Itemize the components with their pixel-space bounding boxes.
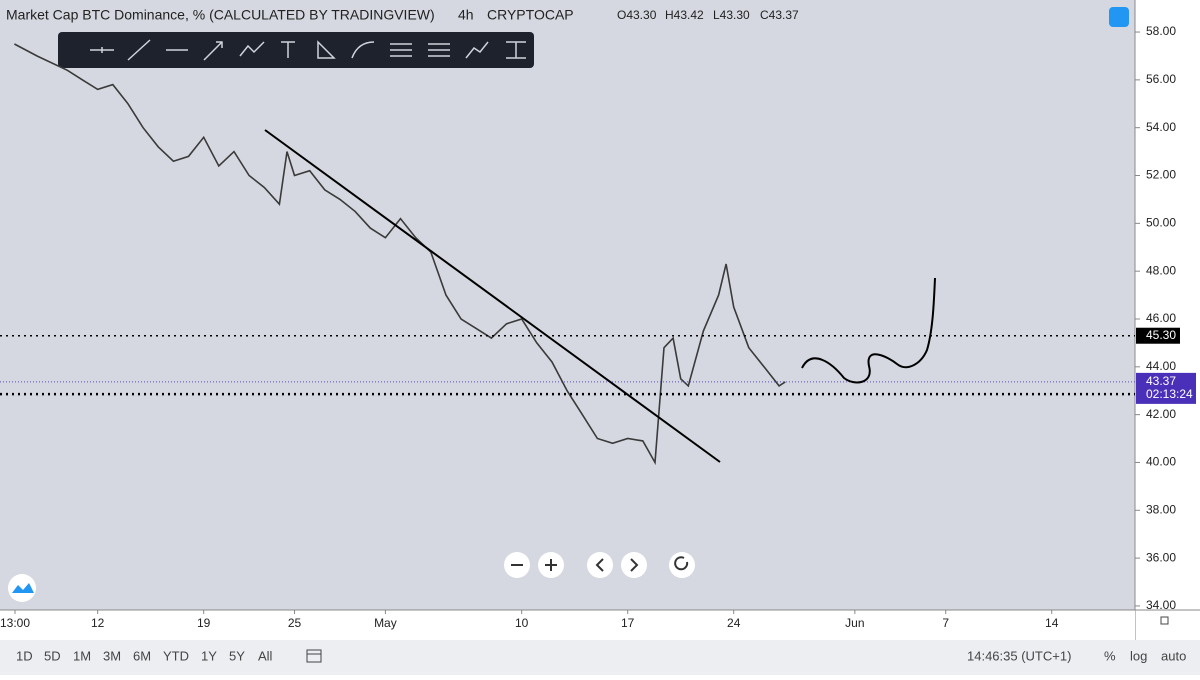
level-label: 45.30 — [1146, 328, 1176, 342]
ohlc-low: L43.30 — [713, 8, 750, 22]
range-button[interactable]: 6M — [133, 648, 151, 663]
clock: 14:46:35 (UTC+1) — [967, 648, 1071, 663]
exchange: CRYPTOCAP — [487, 7, 574, 23]
price-axis — [1135, 0, 1200, 640]
y-tick-label: 42.00 — [1146, 407, 1176, 421]
range-button[interactable]: 5Y — [229, 648, 245, 663]
tv-logo[interactable] — [8, 574, 36, 602]
y-tick-label: 56.00 — [1146, 72, 1176, 86]
header: Market Cap BTC Dominance, % (CALCULATED … — [6, 7, 1129, 27]
x-tick-label: 17 — [621, 616, 635, 630]
countdown: 02:13:24 — [1146, 387, 1193, 401]
icon — [595, 558, 604, 572]
y-tick-label: 44.00 — [1146, 359, 1176, 373]
date-range-icon[interactable] — [306, 649, 322, 663]
y-tick-label: 54.00 — [1146, 120, 1176, 134]
range-button[interactable]: All — [258, 648, 273, 663]
ohlc-open: O43.30 — [617, 8, 657, 22]
tool-path[interactable] — [239, 41, 265, 57]
y-tick-label: 58.00 — [1146, 24, 1176, 38]
time-axis — [0, 610, 1135, 640]
y-tick-label: 36.00 — [1146, 550, 1176, 564]
x-tick-label: May — [374, 616, 397, 630]
scroll-left[interactable] — [587, 552, 613, 578]
symbol-title: Market Cap BTC Dominance, % (CALCULATED … — [6, 7, 435, 23]
nav-controls — [8, 552, 695, 602]
ohlc-high: H43.42 — [665, 8, 704, 22]
tool-channel[interactable] — [428, 43, 450, 57]
x-tick-label: 12 — [91, 616, 105, 630]
interval: 4h — [458, 7, 474, 23]
freehand-drawing — [801, 277, 936, 384]
drawing-toolbar — [58, 32, 534, 68]
settings-icon[interactable] — [1160, 616, 1169, 625]
range-button[interactable]: 1D — [16, 648, 33, 663]
tool-hline[interactable] — [90, 47, 114, 53]
range-button[interactable]: YTD — [163, 648, 189, 663]
plot-area — [0, 0, 1135, 610]
toolbar-bg — [58, 32, 534, 68]
x-tick-label: 14 — [1045, 616, 1059, 630]
range-button[interactable]: 3M — [103, 648, 121, 663]
scroll-right[interactable] — [621, 552, 647, 578]
screenshot-button[interactable] — [1109, 7, 1129, 27]
x-tick-label: 13:00 — [0, 616, 30, 630]
ohlc-close: C43.37 — [760, 8, 799, 22]
x-tick-label: 19 — [197, 616, 211, 630]
y-tick-label: 48.00 — [1146, 263, 1176, 277]
scale-option[interactable]: log — [1130, 648, 1147, 663]
level-label-bg — [1136, 327, 1180, 344]
tool-triangle[interactable] — [317, 40, 336, 59]
tool-pattern[interactable] — [465, 41, 489, 59]
x-tick-label: 10 — [515, 616, 529, 630]
tool-trendline[interactable] — [127, 39, 151, 61]
x-tick-label: 7 — [942, 616, 949, 630]
tool-measure[interactable] — [506, 41, 526, 59]
scale-option[interactable]: auto — [1161, 648, 1186, 663]
range-button[interactable]: 1Y — [201, 648, 217, 663]
y-tick-label: 40.00 — [1146, 455, 1176, 469]
range-button[interactable]: 5D — [44, 648, 61, 663]
reset-view[interactable] — [669, 552, 695, 578]
y-tick-label: 34.00 — [1146, 598, 1176, 612]
x-tick-label: Jun — [845, 616, 864, 630]
current-price-bg — [1136, 372, 1196, 404]
user-drawings — [264, 129, 936, 463]
range-button[interactable]: 1M — [73, 648, 91, 663]
icon — [674, 556, 689, 571]
tool-arrow[interactable] — [203, 41, 223, 61]
current-price-label: 43.37 — [1146, 374, 1176, 388]
trend-line-drawing — [264, 129, 721, 463]
x-tick-label: 25 — [288, 616, 302, 630]
icon — [545, 559, 557, 571]
y-tick-label: 38.00 — [1146, 502, 1176, 516]
tool-fib[interactable] — [390, 43, 412, 57]
scale-option[interactable]: % — [1104, 648, 1116, 663]
icon — [12, 583, 34, 593]
y-tick-label: 52.00 — [1146, 168, 1176, 182]
y-tick-label: 46.00 — [1146, 311, 1176, 325]
bottom-controls: 14:46:35 (UTC+1) 1D 5D 1M 3M 6M YTD 1Y 5Y All% lo… — [16, 616, 1186, 663]
icon — [630, 558, 639, 572]
x-tick-label: 24 — [727, 616, 741, 630]
y-tick-label: 50.00 — [1146, 216, 1176, 230]
tool-text[interactable] — [281, 41, 295, 58]
bottom-bar — [0, 640, 1200, 675]
tool-curve[interactable] — [351, 41, 375, 59]
